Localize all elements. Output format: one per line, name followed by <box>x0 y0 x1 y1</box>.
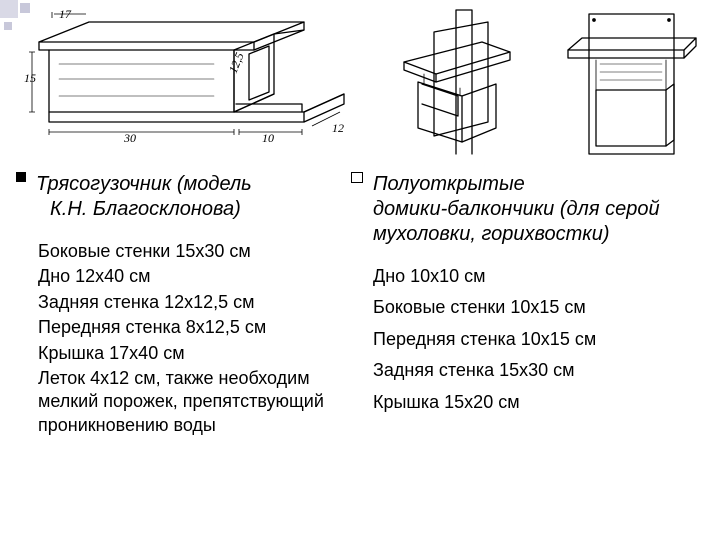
right-column: Полуоткрытые домики-балкончики (для серо… <box>373 164 700 439</box>
right-spec-2: Боковые стенки 10х15 см <box>373 296 700 319</box>
dim-10: 10 <box>262 131 274 145</box>
right-heading-line3: мухоловки, горихвостки) <box>373 223 609 245</box>
dim-30: 30 <box>123 131 136 145</box>
right-spec-3: Передняя стенка 10х15 см <box>373 328 700 351</box>
slide-page: 15 17 30 10 12 12,5 <box>0 0 720 540</box>
figure-balcony-angled <box>364 4 534 164</box>
left-spec-4: Передняя стенка 8х12,5 см <box>38 316 365 339</box>
left-heading-line1: Трясогузочник (модель <box>36 173 252 195</box>
corner-decor <box>0 0 42 20</box>
right-heading-line1: Полуоткрытые <box>373 173 525 195</box>
right-spec-4: Задняя стенка 15х30 см <box>373 359 700 382</box>
left-spec-6: Леток 4х12 см, также необходим мелкий по… <box>38 367 365 437</box>
left-spec-1: Боковые стенки 15х30 см <box>38 240 365 263</box>
left-spec-5: Крышка 17х40 см <box>38 342 365 365</box>
left-spec-2: Дно 12х40 см <box>38 265 365 288</box>
left-heading-line2: К.Н. Благосклонова) <box>36 198 241 220</box>
left-specs: Боковые стенки 15х30 см Дно 12х40 см Зад… <box>38 240 365 437</box>
dim-15: 15 <box>24 71 36 85</box>
left-spec-3: Задняя стенка 12х12,5 см <box>38 291 365 314</box>
figure-balcony-front <box>534 4 704 164</box>
bullet-square-outline <box>351 172 363 183</box>
right-spec-5: Крышка 15х20 см <box>373 391 700 414</box>
figures-row: 15 17 30 10 12 12,5 <box>0 0 720 164</box>
left-heading-row: Трясогузочник (модель К.Н. Благосклонова… <box>16 164 365 240</box>
right-heading-row: Полуоткрытые домики-балкончики (для серо… <box>351 164 700 265</box>
left-column: Трясогузочник (модель К.Н. Благосклонова… <box>38 164 365 439</box>
dim-12: 12 <box>332 121 344 135</box>
right-spec-1: Дно 10х10 см <box>373 265 700 288</box>
bullet-square-filled <box>16 172 26 182</box>
left-heading: Трясогузочник (модель К.Н. Благосклонова… <box>36 172 252 222</box>
right-specs: Дно 10х10 см Боковые стенки 10х15 см Пер… <box>373 265 700 414</box>
right-heading: Полуоткрытые домики-балкончики (для серо… <box>373 172 660 247</box>
dim-12-5: 12,5 <box>226 50 247 75</box>
right-heading-line2: домики-балкончики (для серой <box>373 198 660 220</box>
figure-tryasoguzochnik: 15 17 30 10 12 12,5 <box>4 4 364 164</box>
text-columns: Трясогузочник (модель К.Н. Благосклонова… <box>0 164 720 439</box>
